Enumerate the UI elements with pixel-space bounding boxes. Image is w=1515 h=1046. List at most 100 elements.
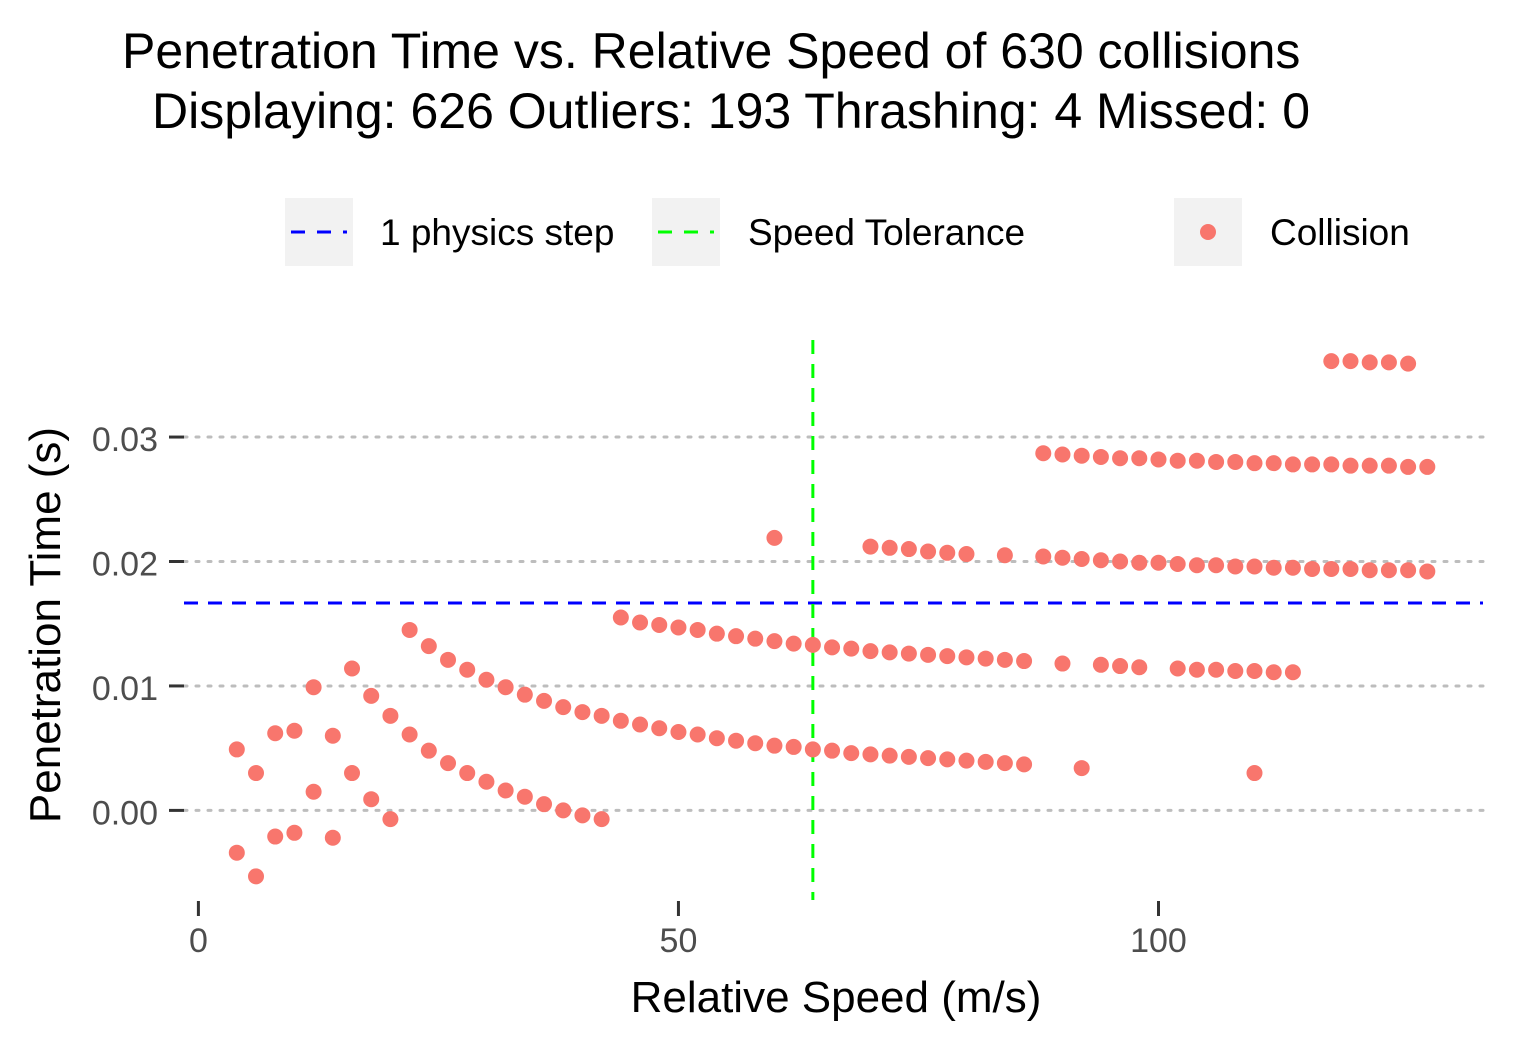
collision-point (996, 755, 1013, 772)
collision-point (1188, 557, 1205, 574)
collision-point (1323, 456, 1340, 473)
collision-point (920, 750, 937, 767)
collision-point (804, 741, 821, 758)
collision-point (900, 645, 917, 662)
collision-point (440, 651, 457, 668)
collision-point (900, 541, 917, 558)
collision-point (881, 539, 898, 556)
grid-lines (182, 435, 1485, 812)
collision-point (401, 726, 418, 743)
x-tick-label: 0 (189, 922, 208, 960)
collision-point (228, 844, 245, 861)
collision-point (305, 783, 322, 800)
collision-point (1131, 554, 1148, 571)
collision-point (1188, 452, 1205, 469)
collision-point (1188, 661, 1205, 678)
collision-point (1400, 355, 1417, 372)
collision-point (958, 649, 975, 666)
collision-point (881, 644, 898, 661)
collision-point (939, 751, 956, 768)
collision-point (1380, 457, 1397, 474)
collision-point (747, 735, 764, 752)
collision-point (1284, 559, 1301, 576)
collision-point (1419, 458, 1436, 475)
collision-point (804, 636, 821, 653)
collision-point (1227, 453, 1244, 470)
collision-point (1342, 353, 1359, 370)
collision-point (497, 782, 514, 799)
collision-point (900, 748, 917, 765)
chart-title: Penetration Time vs. Relative Speed of 6… (122, 23, 1301, 79)
collision-point (785, 635, 802, 652)
collision-point (1265, 664, 1282, 681)
collision-point (728, 732, 745, 749)
collision-point (766, 737, 783, 754)
reference-lines (184, 340, 1483, 900)
collision-point (747, 630, 764, 647)
collision-point (1361, 354, 1378, 371)
collision-point (824, 639, 841, 656)
collision-point (1208, 661, 1225, 678)
collision-point (1054, 549, 1071, 566)
collision-point (248, 765, 265, 782)
collision-point (1284, 664, 1301, 681)
collision-point (1016, 653, 1033, 670)
collision-points (228, 353, 1436, 885)
collision-point (1304, 560, 1321, 577)
collision-point (920, 646, 937, 663)
collision-point (708, 730, 725, 747)
legend-swatch-collision (1200, 224, 1216, 240)
collision-point (1169, 555, 1186, 572)
collision-point (785, 738, 802, 755)
collision-point (1092, 448, 1109, 465)
collision-point (1380, 354, 1397, 371)
collision-point (670, 723, 687, 740)
collision-point (344, 660, 361, 677)
collision-point (689, 726, 706, 743)
collision-point (1342, 560, 1359, 577)
collision-point (1035, 445, 1052, 462)
collision-point (248, 868, 265, 885)
y-tick-label: 0.03 (92, 421, 158, 459)
collision-point (708, 625, 725, 642)
collision-point (632, 716, 649, 733)
collision-point (1361, 562, 1378, 579)
legend: 1 physics step Speed Tolerance Collision (285, 198, 1410, 266)
collision-point (1361, 457, 1378, 474)
collision-point (689, 621, 706, 638)
collision-point (1323, 353, 1340, 370)
collision-point (267, 725, 284, 742)
collision-point (920, 543, 937, 560)
collision-point (382, 707, 399, 724)
collision-point (766, 529, 783, 546)
collision-point (766, 633, 783, 650)
collision-point (286, 824, 303, 841)
collision-point (1208, 453, 1225, 470)
collision-point (1265, 559, 1282, 576)
collision-point (497, 679, 514, 696)
collision-point (1323, 560, 1340, 577)
collision-point (459, 765, 476, 782)
collision-point (1246, 455, 1263, 472)
collision-point (939, 648, 956, 665)
collision-point (478, 773, 495, 790)
collision-point (1169, 660, 1186, 677)
collision-point (1150, 554, 1167, 571)
collision-point (939, 544, 956, 561)
collision-point (1073, 760, 1090, 777)
collision-point (1035, 548, 1052, 565)
collision-point (228, 741, 245, 758)
collision-point (1400, 562, 1417, 579)
collision-point (324, 829, 341, 846)
collision-point (958, 752, 975, 769)
collision-point (843, 745, 860, 762)
y-axis-label: Penetration Time (s) (21, 427, 70, 823)
collision-point (1284, 456, 1301, 473)
collision-point (1016, 756, 1033, 773)
collision-point (593, 811, 610, 828)
collision-point (363, 687, 380, 704)
collision-point (1265, 455, 1282, 472)
legend-label-step: 1 physics step (380, 212, 614, 253)
collision-point (536, 692, 553, 709)
collision-point (1419, 563, 1436, 580)
